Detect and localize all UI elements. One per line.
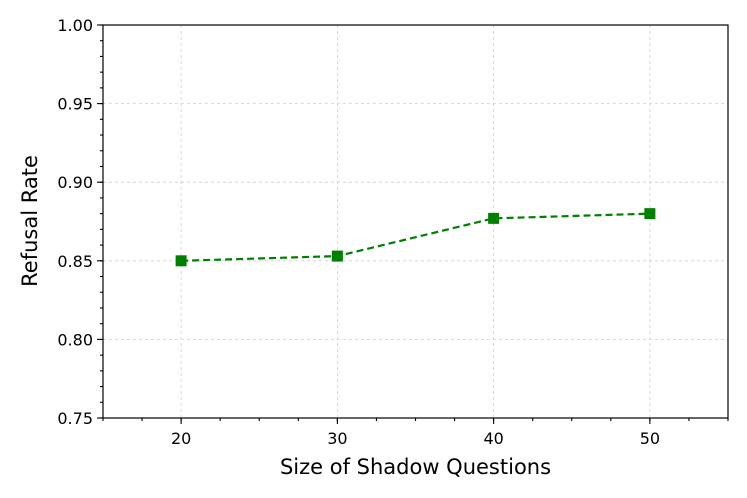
data-point-marker [331, 250, 343, 262]
x-axis-title: Size of Shadow Questions [280, 455, 551, 479]
x-tick-label: 50 [640, 429, 660, 448]
y-tick-label: 0.90 [57, 173, 93, 192]
y-tick-label: 0.80 [57, 330, 93, 349]
y-tick-label: 0.95 [57, 95, 93, 114]
plot-frame [102, 24, 729, 419]
series-line [181, 212, 650, 262]
x-tick-label: 40 [483, 429, 503, 448]
y-tick-label: 1.00 [57, 16, 93, 35]
data-point-marker [175, 255, 187, 267]
x-tick-label: 30 [327, 429, 347, 448]
x-tick-label: 20 [171, 429, 191, 448]
y-tick-label: 0.75 [57, 409, 93, 428]
series-layer [175, 208, 656, 267]
axis-ticks: 0.75 0.80 0.85 0.90 0.95 1.00 20 30 40 50 [57, 16, 729, 448]
grid-lines [103, 24, 728, 419]
y-axis-title: Refusal Rate [18, 155, 42, 287]
data-point-marker [488, 212, 500, 224]
y-tick-label: 0.85 [57, 252, 93, 271]
data-point-marker [644, 208, 656, 220]
